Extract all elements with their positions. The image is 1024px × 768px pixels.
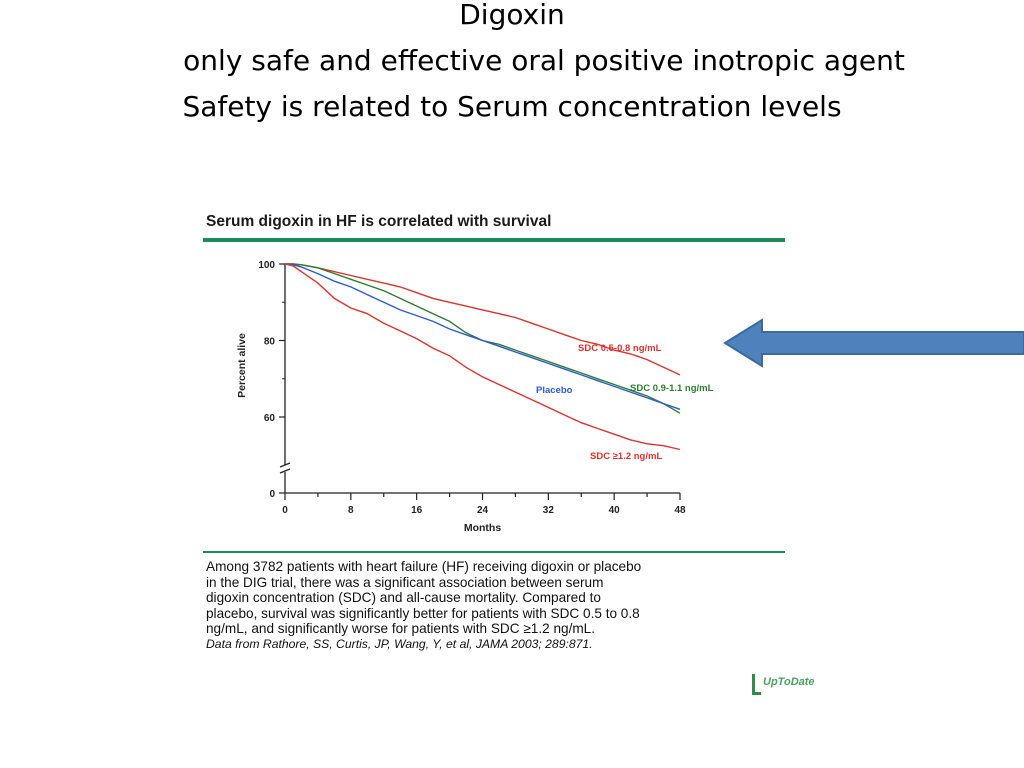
axis-break-mark (279, 462, 291, 468)
series-label: SDC ≥1.2 ng/mL (590, 451, 662, 462)
x-tick-label: 24 (477, 505, 489, 516)
y-tick-label: 0 (269, 489, 275, 500)
x-tick-label: 0 (282, 505, 288, 516)
x-axis-label: Months (464, 522, 501, 534)
axis-break-mark (279, 468, 291, 474)
slide-title-line: Digoxin (459, 0, 565, 31)
heading-rule (203, 238, 785, 242)
x-tick-label: 8 (348, 505, 354, 516)
caption-line: ng/mL, and significantly worse for patie… (206, 621, 596, 636)
x-tick-label: 48 (674, 505, 686, 516)
uptodate-logo: UpToDate (752, 674, 815, 695)
series-line (284, 263, 681, 410)
slide-title-line: only safe and effective oral positive in… (183, 44, 905, 77)
chart-heading: Serum digoxin in HF is correlated with s… (206, 213, 552, 230)
arrow-shape (723, 318, 1024, 368)
survival-chart: 0 60 80 100 0 8 16 24 32 40 48 Months Percent alive S… (236, 260, 714, 534)
y-tick-label: 100 (258, 260, 275, 271)
y-axis-label: Percent alive (236, 333, 248, 398)
x-tick-label: 16 (411, 505, 423, 516)
y-tick-label: 60 (264, 413, 276, 424)
caption-line: placebo, survival was significantly bett… (206, 605, 640, 621)
caption-line: in the DIG trial, there was a significan… (206, 574, 604, 590)
caption-line: digoxin concentration (SDC) and all-caus… (206, 590, 601, 605)
slide-title-line: Safety is related to Serum concentration… (182, 90, 842, 123)
x-tick-label: 40 (609, 505, 621, 516)
series-label: SDC 0.5-0.8 ng/mL (578, 343, 662, 354)
x-tick-label: 32 (543, 505, 555, 516)
caption-citation: Data from Rathore, SS, Curtis, JP, Wang,… (206, 636, 593, 651)
series-line (285, 263, 681, 376)
y-tick-label: 80 (264, 337, 276, 348)
series-label: SDC 0.9-1.1 ng/mL (630, 383, 714, 394)
slide-title: Digoxin only safe and effective oral pos… (0, 0, 1024, 130)
caption-rule (203, 551, 785, 553)
series-line (284, 263, 681, 451)
logo-bracket-icon (752, 674, 761, 695)
chart-caption: Among 3782 patients with heart failure (… (206, 559, 786, 652)
series-label: Placebo (536, 385, 573, 396)
logo-text: UpToDate (763, 676, 815, 688)
left-arrow-icon (723, 318, 1024, 368)
caption-line: Among 3782 patients with heart failure (… (206, 559, 642, 574)
series-line (285, 263, 681, 414)
